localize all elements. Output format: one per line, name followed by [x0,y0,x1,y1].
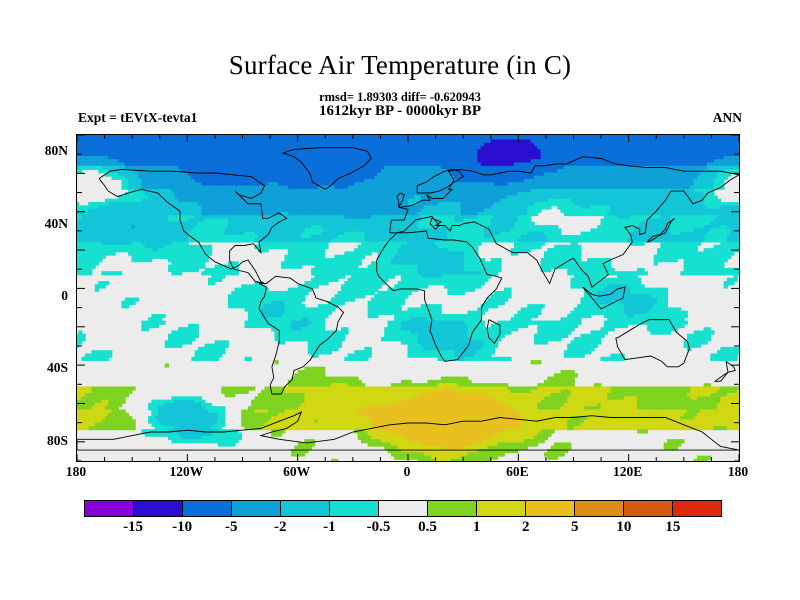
page-title: Surface Air Temperature (in C) [228,50,572,80]
colorbar-tick-4: -1 [323,519,336,535]
colorbar-band-7 [428,501,477,516]
temperature-anomaly-map [77,135,739,461]
x-tick-label-0: 180 [65,464,87,479]
y-tick-label-3: 40S [46,360,68,376]
colorbar-band-2 [183,501,232,516]
colorbar-tick-10: 10 [616,519,632,535]
colorbar [84,500,722,517]
colorbar-band-1 [134,501,183,516]
x-tick-label-6: 180 [727,464,749,479]
colorbar-tick-1: -10 [172,519,193,535]
colorbar-tick-7: 1 [472,519,481,535]
colorbar-tick-8: 2 [521,519,530,535]
colorbar-tick-3: -2 [274,519,287,535]
x-tick-label-4: 60E [506,464,529,479]
colorbar-band-6 [379,501,428,516]
period-label: 1612kyr BP - 0000kyr BP [319,103,481,119]
colorbar-band-9 [526,501,575,516]
colorbar-tick-9: 5 [571,519,579,535]
x-tick-label-5: 120E [613,464,643,479]
colorbar-band-5 [330,501,379,516]
x-tick-label-3: 0 [403,464,411,479]
season-label: ANN [712,110,742,125]
colorbar-band-0 [85,501,134,516]
statistics-text: rmsd= 1.89303 diff= -0.620943 [319,90,481,104]
y-tick-label-0: 80N [44,143,68,159]
experiment-label: Expt = tEVtX-tevta1 [78,110,198,125]
colorbar-band-8 [477,501,526,516]
anomaly-cells [77,135,739,461]
x-tick-label-1: 120W [169,464,204,479]
colorbar-tick-6: 0.5 [418,519,437,535]
axis-ticks [77,135,739,461]
colorbar-band-11 [624,501,673,516]
colorbar-band-10 [575,501,624,516]
colorbar-tick-5: -0.5 [366,519,391,535]
colorbar-band-4 [281,501,330,516]
colorbar-tick-2: -5 [224,519,238,535]
y-tick-label-1: 40N [44,215,68,231]
colorbar-band-12 [673,501,721,516]
y-tick-label-2: 0 [61,288,68,303]
colorbar-band-3 [232,501,281,516]
colorbar-tick-0: -15 [123,519,144,535]
x-tick-label-2: 60W [283,464,311,479]
y-tick-label-4: 80S [46,432,68,448]
coastlines [77,147,739,451]
colorbar-tick-11: 15 [665,519,681,535]
map-plot-area [76,134,740,462]
